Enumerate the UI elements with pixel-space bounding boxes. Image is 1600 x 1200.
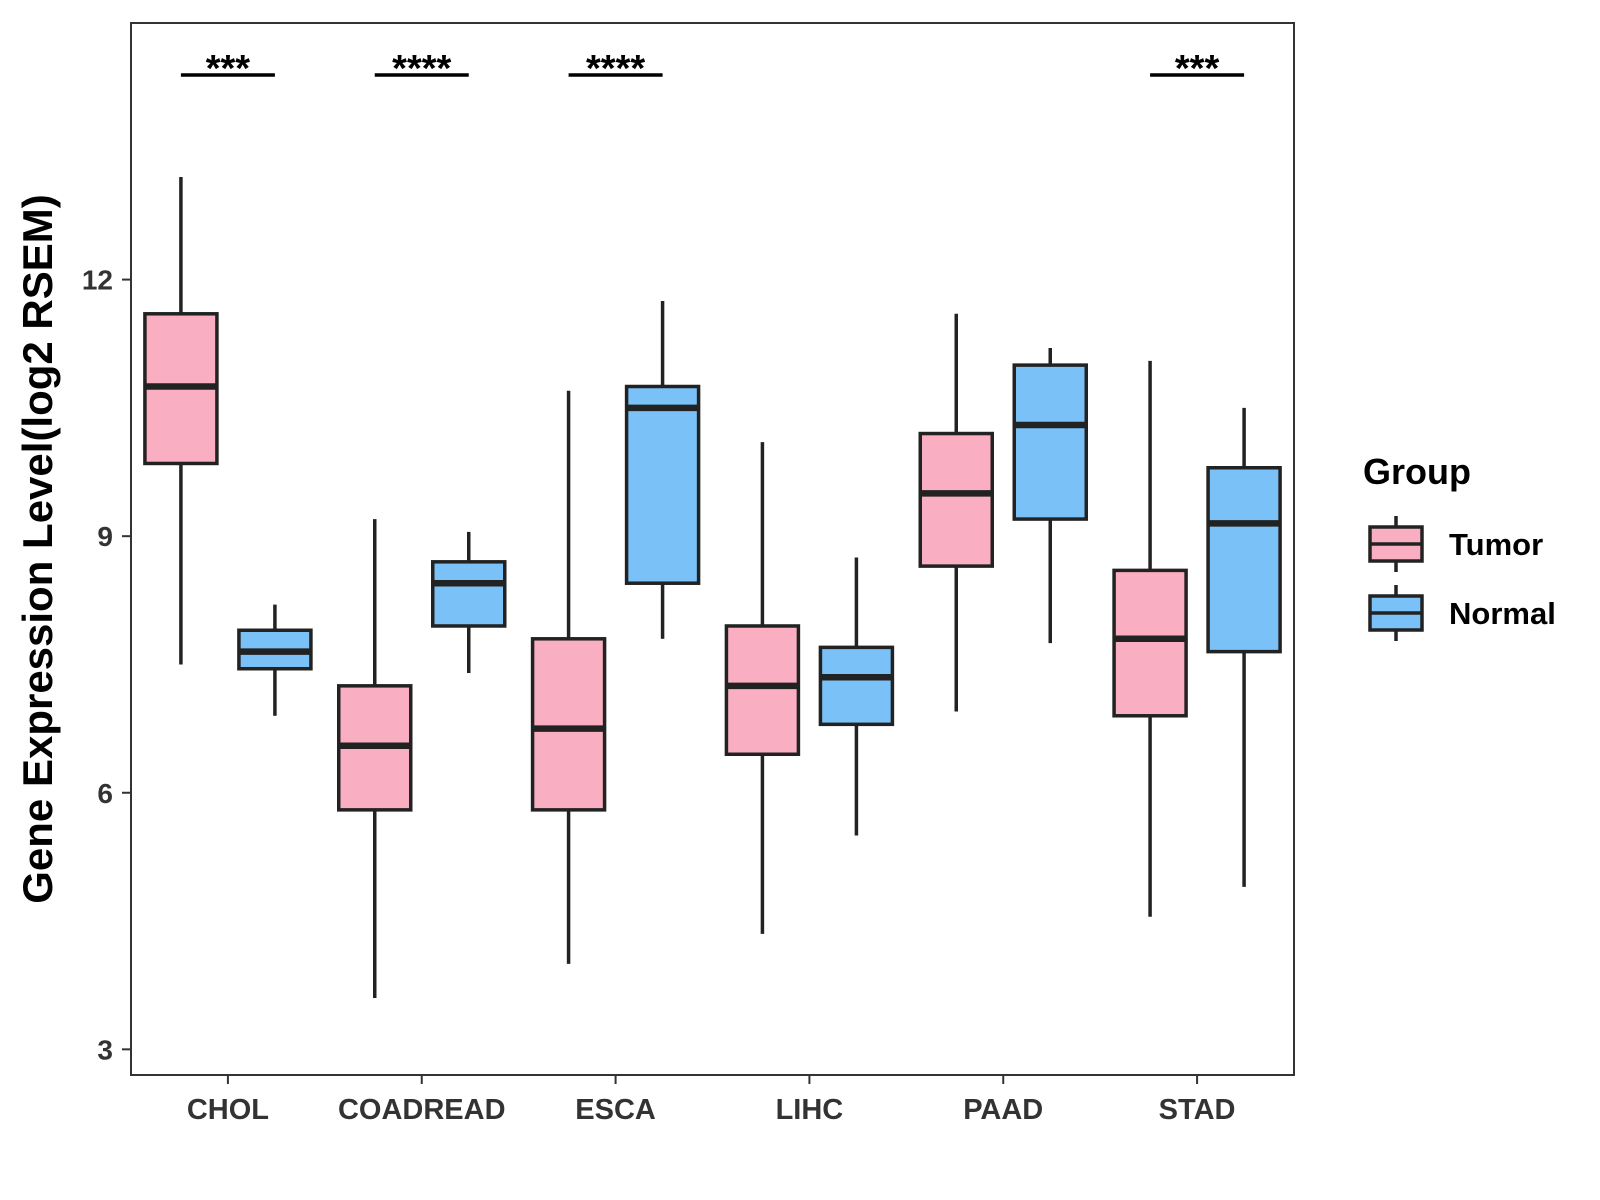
- y-tick-label: 3: [97, 1034, 113, 1065]
- legend-label-normal: Normal: [1449, 596, 1556, 631]
- x-tick-label: ESCA: [575, 1094, 656, 1126]
- y-axis-title: Gene Expression Level(log2 RSEM): [14, 194, 61, 904]
- box-normal: [818, 645, 895, 727]
- significance-label: ***: [1175, 48, 1220, 90]
- box-tumor: [918, 431, 994, 568]
- x-tick-label: CHOL: [187, 1094, 269, 1126]
- legend-label-tumor: Tumor: [1449, 527, 1543, 562]
- x-tick-label: PAAD: [963, 1094, 1043, 1126]
- box-normal: [431, 560, 507, 628]
- x-tick-label: LIHC: [776, 1094, 844, 1126]
- significance-label: ***: [206, 48, 251, 90]
- x-tick-label: COADREAD: [338, 1094, 506, 1126]
- box-normal: [1012, 363, 1088, 521]
- y-tick-label: 6: [97, 778, 113, 809]
- y-tick-label: 9: [97, 521, 113, 552]
- legend-title: Group: [1363, 451, 1471, 492]
- plot-panel-border: [130, 22, 1295, 1076]
- x-tick-label: STAD: [1159, 1094, 1236, 1126]
- significance-label: ****: [392, 48, 451, 90]
- y-tick-label: 12: [82, 265, 113, 296]
- box-normal: [1206, 465, 1282, 654]
- significance-label: ****: [586, 48, 645, 90]
- box-tumor: [530, 637, 607, 812]
- box-tumor: [1112, 568, 1188, 718]
- box-tumor: [724, 624, 801, 757]
- box-normal: [624, 384, 701, 585]
